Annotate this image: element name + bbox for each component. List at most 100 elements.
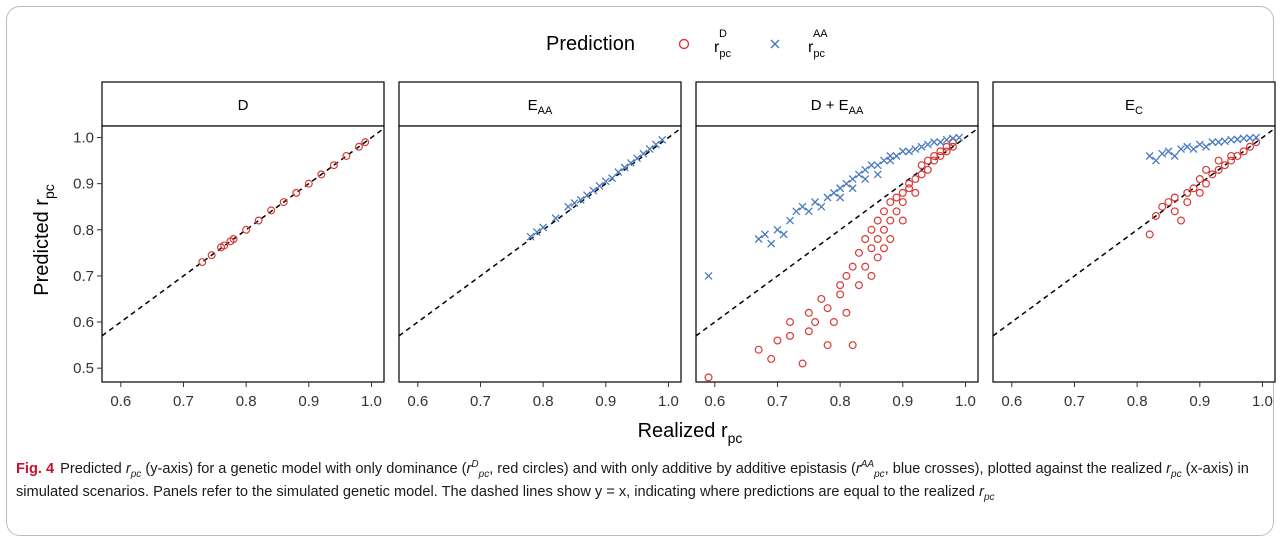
point-cross [886, 152, 895, 160]
point-circle [354, 142, 363, 151]
point-circle [823, 341, 832, 350]
x-tick-label: 0.9 [595, 393, 616, 410]
point-circle [1151, 211, 1160, 220]
y-tick-label: 1.0 [73, 130, 94, 147]
point-circle [873, 253, 882, 262]
point-cross [861, 165, 870, 174]
point-circle [804, 327, 813, 336]
point-cross [829, 188, 838, 197]
point-circle [317, 170, 326, 179]
point-circle [767, 354, 776, 363]
point-circle [917, 161, 926, 170]
point-cross [1233, 135, 1242, 144]
point-circle [842, 271, 851, 280]
point-cross [936, 138, 945, 147]
legend-circle-marker [678, 38, 690, 50]
point-cross [867, 161, 876, 170]
point-cross [1164, 147, 1173, 156]
point-circle [911, 175, 920, 184]
point-circle [1214, 156, 1223, 165]
point-circle [930, 156, 939, 165]
point-cross [898, 147, 907, 156]
x-tick-label: 0.7 [1064, 393, 1085, 410]
point-cross [905, 147, 914, 156]
point-cross [614, 168, 623, 177]
plot-contents [696, 127, 978, 382]
point-circle [848, 262, 857, 271]
point-circle [279, 198, 288, 207]
point-cross [532, 228, 541, 237]
x-tick-label: 0.9 [298, 393, 319, 410]
point-cross [595, 182, 604, 190]
panels: D 0.6 0.7 0.8 0.9 1.0 0.5 0.6 0.7 0.8 0.9 1.0 EAA 0.6… [73, 81, 1276, 410]
point-cross [658, 135, 667, 144]
point-circle [836, 281, 845, 290]
panel-strip [992, 81, 1276, 127]
point-cross [589, 186, 598, 195]
point-cross [583, 191, 591, 200]
plot-frame [992, 125, 1276, 383]
point-cross [798, 202, 807, 211]
point-circle [704, 373, 713, 382]
point-circle [198, 258, 207, 267]
point-circle [867, 244, 876, 253]
point-circle [304, 179, 313, 188]
point-cross [551, 214, 560, 223]
point-cross [923, 140, 932, 149]
plot-area [696, 126, 978, 382]
point-cross [880, 156, 888, 165]
reference-line [399, 127, 681, 337]
x-tick-label: 0.7 [173, 393, 194, 410]
point-circle [242, 225, 251, 234]
point-cross [1208, 138, 1217, 147]
point-circle [229, 235, 238, 244]
x-tick-label: 0.6 [110, 393, 131, 410]
point-circle [886, 198, 895, 207]
y-axis-title: Predicted rpc [31, 184, 57, 296]
point-cross [608, 174, 617, 183]
point-cross [1151, 156, 1160, 165]
point-cross [1183, 142, 1192, 151]
point-cross [804, 207, 813, 216]
panel-strip [398, 81, 682, 127]
point-circle [1195, 188, 1204, 197]
point-circle [1176, 216, 1185, 225]
point-cross [955, 133, 964, 142]
point-cross [861, 175, 870, 184]
point-circle [361, 138, 370, 147]
panel-strip [101, 81, 385, 127]
point-cross [1245, 134, 1254, 142]
point-circle [861, 235, 870, 244]
point-cross [873, 170, 882, 179]
point-cross [1170, 152, 1179, 160]
point-cross [754, 235, 763, 243]
point-cross [1214, 138, 1223, 147]
point-circle [942, 147, 951, 156]
x-tick-label: 0.8 [533, 393, 554, 410]
point-cross [917, 142, 926, 151]
point-circle [854, 248, 863, 257]
point-cross [911, 145, 920, 154]
plot-frame [695, 125, 979, 383]
point-circle [911, 188, 920, 197]
panel-4: EC 0.6 0.7 0.8 0.9 1.0 [992, 81, 1276, 410]
point-cross [892, 152, 901, 160]
x-tick-label: 0.9 [1189, 393, 1210, 410]
point-circle [867, 225, 876, 234]
point-circle [220, 241, 229, 250]
point-cross [930, 138, 939, 147]
x-tick-label: 0.9 [892, 393, 913, 410]
point-cross [1189, 145, 1198, 154]
point-circle [1170, 207, 1179, 216]
point-cross [539, 223, 548, 232]
point-cross [823, 193, 832, 202]
plot-contents [993, 127, 1275, 337]
y-tick-label: 0.8 [73, 222, 94, 239]
figure-caption: Fig. 4 Predicted rpc (y-axis) for a genet… [16, 459, 1249, 503]
point-circle [936, 151, 945, 160]
point-cross [786, 216, 794, 225]
y-tick-label: 0.6 [73, 314, 94, 331]
plot-frame [101, 125, 385, 383]
point-circle [292, 188, 301, 197]
point-circle [873, 235, 882, 244]
